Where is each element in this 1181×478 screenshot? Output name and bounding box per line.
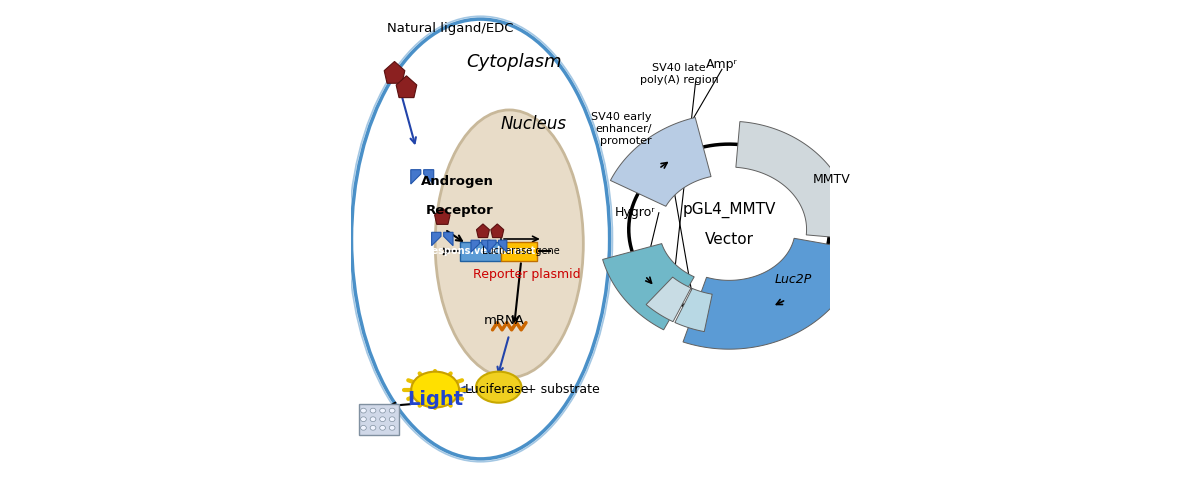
- Text: Light: Light: [407, 390, 463, 409]
- Text: SV40 early
enhancer/
promoter: SV40 early enhancer/ promoter: [592, 112, 652, 146]
- Text: Luciferase gene: Luciferase gene: [482, 246, 560, 256]
- Text: Nucleus: Nucleus: [500, 115, 566, 133]
- Text: Vector: Vector: [705, 231, 753, 247]
- Polygon shape: [611, 118, 711, 206]
- Polygon shape: [411, 170, 420, 184]
- Polygon shape: [488, 240, 496, 252]
- Polygon shape: [498, 240, 507, 252]
- Polygon shape: [683, 238, 862, 349]
- Polygon shape: [674, 288, 712, 332]
- Text: Ampʳ: Ampʳ: [706, 58, 738, 71]
- Polygon shape: [491, 224, 504, 238]
- Text: Cytoplasm: Cytoplasm: [466, 53, 562, 71]
- Polygon shape: [396, 76, 417, 98]
- Text: Receptor: Receptor: [425, 204, 494, 217]
- Text: Natural ligand/EDC: Natural ligand/EDC: [387, 22, 514, 35]
- Bar: [501, 242, 537, 261]
- Ellipse shape: [360, 417, 366, 422]
- Text: mRNA: mRNA: [484, 314, 524, 327]
- Polygon shape: [471, 240, 479, 252]
- Ellipse shape: [390, 417, 394, 422]
- Ellipse shape: [411, 372, 459, 407]
- Text: Luciferase: Luciferase: [465, 383, 529, 396]
- Text: Luc2P: Luc2P: [775, 273, 811, 286]
- Polygon shape: [476, 224, 489, 238]
- Ellipse shape: [370, 425, 376, 430]
- Polygon shape: [482, 240, 490, 252]
- Polygon shape: [444, 232, 454, 246]
- Ellipse shape: [380, 417, 385, 422]
- Ellipse shape: [390, 425, 394, 430]
- Text: Reporter plasmid: Reporter plasmid: [474, 268, 581, 282]
- Ellipse shape: [390, 408, 394, 413]
- Ellipse shape: [360, 425, 366, 430]
- Polygon shape: [646, 277, 691, 322]
- Ellipse shape: [370, 417, 376, 422]
- Bar: [461, 242, 501, 261]
- Polygon shape: [602, 244, 694, 330]
- Ellipse shape: [370, 408, 376, 413]
- Bar: [359, 404, 399, 435]
- Text: SV40 late
poly(A) region: SV40 late poly(A) region: [640, 63, 718, 85]
- Polygon shape: [736, 121, 853, 239]
- Text: Androgen: Androgen: [420, 175, 494, 188]
- Polygon shape: [431, 232, 441, 246]
- Ellipse shape: [360, 408, 366, 413]
- Ellipse shape: [476, 372, 522, 402]
- Text: + substrate: + substrate: [526, 383, 600, 396]
- Polygon shape: [384, 62, 405, 83]
- Text: pGL4_MMTV: pGL4_MMTV: [683, 202, 776, 218]
- Text: Hygroʳ: Hygroʳ: [614, 206, 655, 219]
- Polygon shape: [435, 208, 450, 224]
- Ellipse shape: [435, 110, 583, 378]
- Polygon shape: [424, 170, 433, 184]
- Ellipse shape: [380, 425, 385, 430]
- Ellipse shape: [380, 408, 385, 413]
- Text: Responsive element: Responsive element: [424, 246, 535, 256]
- Text: MMTV: MMTV: [813, 173, 850, 186]
